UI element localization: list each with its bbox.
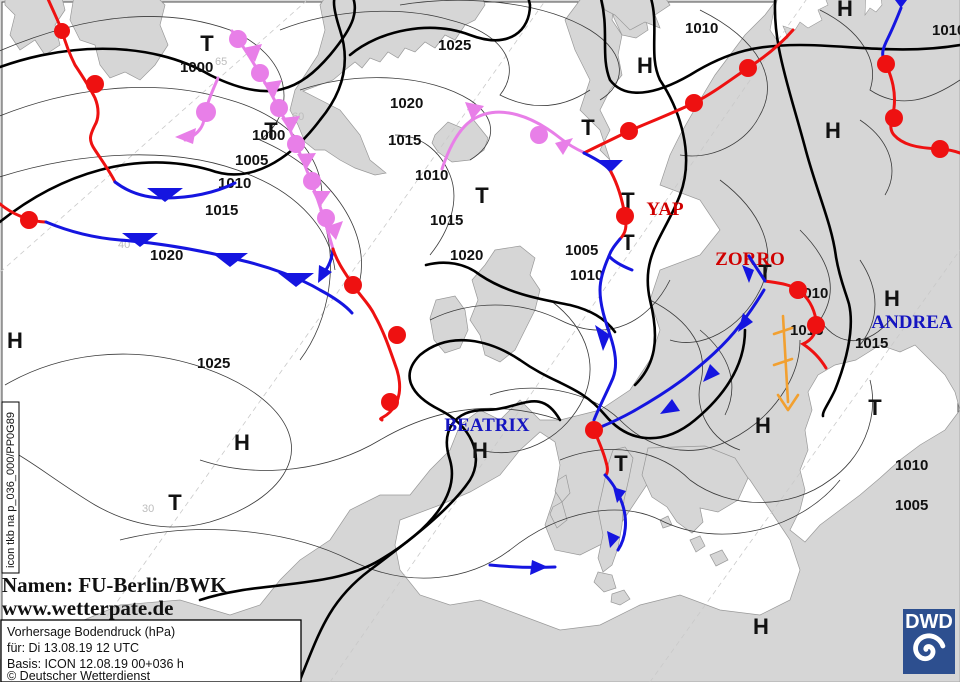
svg-text:1000: 1000: [180, 59, 213, 76]
svg-text:T: T: [581, 115, 595, 140]
svg-text:H: H: [234, 430, 250, 455]
svg-text:1005: 1005: [235, 152, 268, 169]
svg-text:1025: 1025: [438, 37, 471, 54]
svg-text:1025: 1025: [197, 355, 230, 372]
svg-text:30: 30: [142, 503, 154, 515]
svg-text:T: T: [614, 451, 628, 476]
svg-text:H: H: [7, 328, 23, 353]
svg-text:www.wetterpate.de: www.wetterpate.de: [2, 596, 173, 620]
svg-text:1010: 1010: [570, 267, 603, 284]
svg-text:H: H: [472, 438, 488, 463]
svg-text:1020: 1020: [390, 95, 423, 112]
svg-text:1020: 1020: [450, 247, 483, 264]
svg-text:T: T: [868, 395, 882, 420]
svg-text:BEATRIX: BEATRIX: [444, 415, 529, 436]
svg-text:für: Di 13.08.19 12 UTC: für: Di 13.08.19 12 UTC: [7, 641, 139, 655]
svg-text:H: H: [884, 286, 900, 311]
svg-text:YAP: YAP: [646, 199, 684, 220]
svg-text:T: T: [168, 490, 182, 515]
svg-text:1015: 1015: [205, 202, 238, 219]
svg-text:H: H: [755, 413, 771, 438]
svg-text:T: T: [264, 118, 278, 143]
svg-text:1015: 1015: [855, 335, 888, 352]
svg-text:DWD: DWD: [905, 611, 953, 633]
svg-text:Vorhersage Bodendruck (hPa): Vorhersage Bodendruck (hPa): [7, 625, 175, 639]
svg-text:1010: 1010: [685, 20, 718, 37]
svg-text:H: H: [637, 53, 653, 78]
svg-text:1005: 1005: [565, 242, 598, 259]
svg-text:T: T: [200, 31, 214, 56]
svg-text:1010: 1010: [932, 22, 960, 39]
svg-text:1015: 1015: [388, 132, 421, 149]
svg-text:ANDREA: ANDREA: [871, 312, 953, 333]
svg-text:1010: 1010: [895, 457, 928, 474]
svg-text:65: 65: [215, 56, 227, 68]
svg-text:T: T: [475, 183, 489, 208]
svg-text:H: H: [753, 614, 769, 639]
svg-text:1020: 1020: [150, 247, 183, 264]
svg-text:1015: 1015: [430, 212, 463, 229]
svg-text:icon tkb na p_036_000/PP0G89: icon tkb na p_036_000/PP0G89: [5, 412, 17, 568]
svg-text:Namen: FU-Berlin/BWK: Namen: FU-Berlin/BWK: [2, 573, 227, 597]
svg-text:1005: 1005: [895, 497, 928, 514]
svg-text:© Deutscher Wetterdienst: © Deutscher Wetterdienst: [7, 669, 151, 682]
svg-text:H: H: [837, 0, 853, 21]
svg-text:H: H: [825, 118, 841, 143]
